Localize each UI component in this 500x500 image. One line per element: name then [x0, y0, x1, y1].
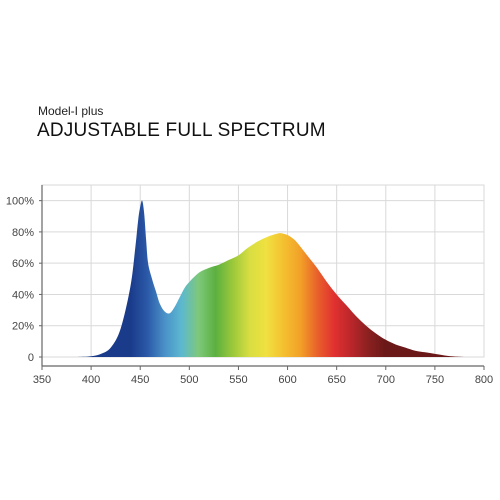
y-tick-label: 80% — [12, 227, 34, 239]
y-tick-label: 100% — [6, 196, 34, 208]
spectrum-area — [76, 200, 465, 357]
x-tick-label: 600 — [278, 374, 296, 386]
x-tick-label: 750 — [426, 374, 444, 386]
x-tick-labels: 350 400 450 500 550 600 650 700 750 800 — [33, 374, 493, 386]
x-tick-label: 650 — [327, 374, 345, 386]
chart-title: ADJUSTABLE FULL SPECTRUM — [37, 120, 326, 141]
y-tick-label: 20% — [12, 321, 34, 333]
x-tick-label: 400 — [82, 374, 100, 386]
axes — [39, 185, 485, 370]
x-tick-label: 500 — [180, 374, 198, 386]
x-tick-label: 550 — [229, 374, 247, 386]
y-tick-label: 60% — [12, 258, 34, 270]
x-tick-label: 800 — [475, 374, 493, 386]
chart-subtitle: Model-I plus — [38, 104, 104, 118]
x-tick-label: 350 — [33, 374, 51, 386]
y-tick-labels: 0 20% 40% 60% 80% 100% — [6, 196, 34, 364]
y-tick-label: 40% — [12, 289, 34, 301]
y-tick-label: 0 — [28, 352, 34, 364]
x-tick-label: 700 — [377, 374, 395, 386]
x-tick-label: 450 — [131, 374, 149, 386]
